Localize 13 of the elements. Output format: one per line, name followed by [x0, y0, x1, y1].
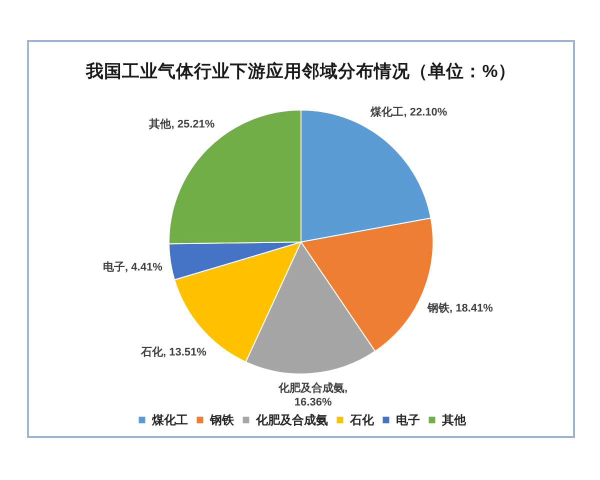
legend-label: 石化	[349, 413, 375, 427]
data-label: 石化, 13.51%	[140, 345, 207, 358]
legend-label: 其他	[441, 413, 467, 427]
legend-label: 化肥及合成氨	[255, 413, 328, 427]
data-label: 化肥及合成氨, 16.36%	[278, 381, 348, 408]
legend-label: 煤化工	[151, 413, 188, 427]
data-label: 电子, 4.41%	[103, 260, 163, 274]
data-label: 钢铁, 18.41%	[426, 302, 494, 315]
legend-label: 钢铁	[209, 413, 235, 427]
data-label: 其他, 25.21%	[148, 117, 215, 130]
chart-title: 我国工业气体行业下游应用邻域分布情况（单位：%）	[85, 60, 516, 81]
data-label: 煤化工, 22.10%	[370, 105, 448, 118]
legend-label: 电子	[396, 413, 420, 427]
